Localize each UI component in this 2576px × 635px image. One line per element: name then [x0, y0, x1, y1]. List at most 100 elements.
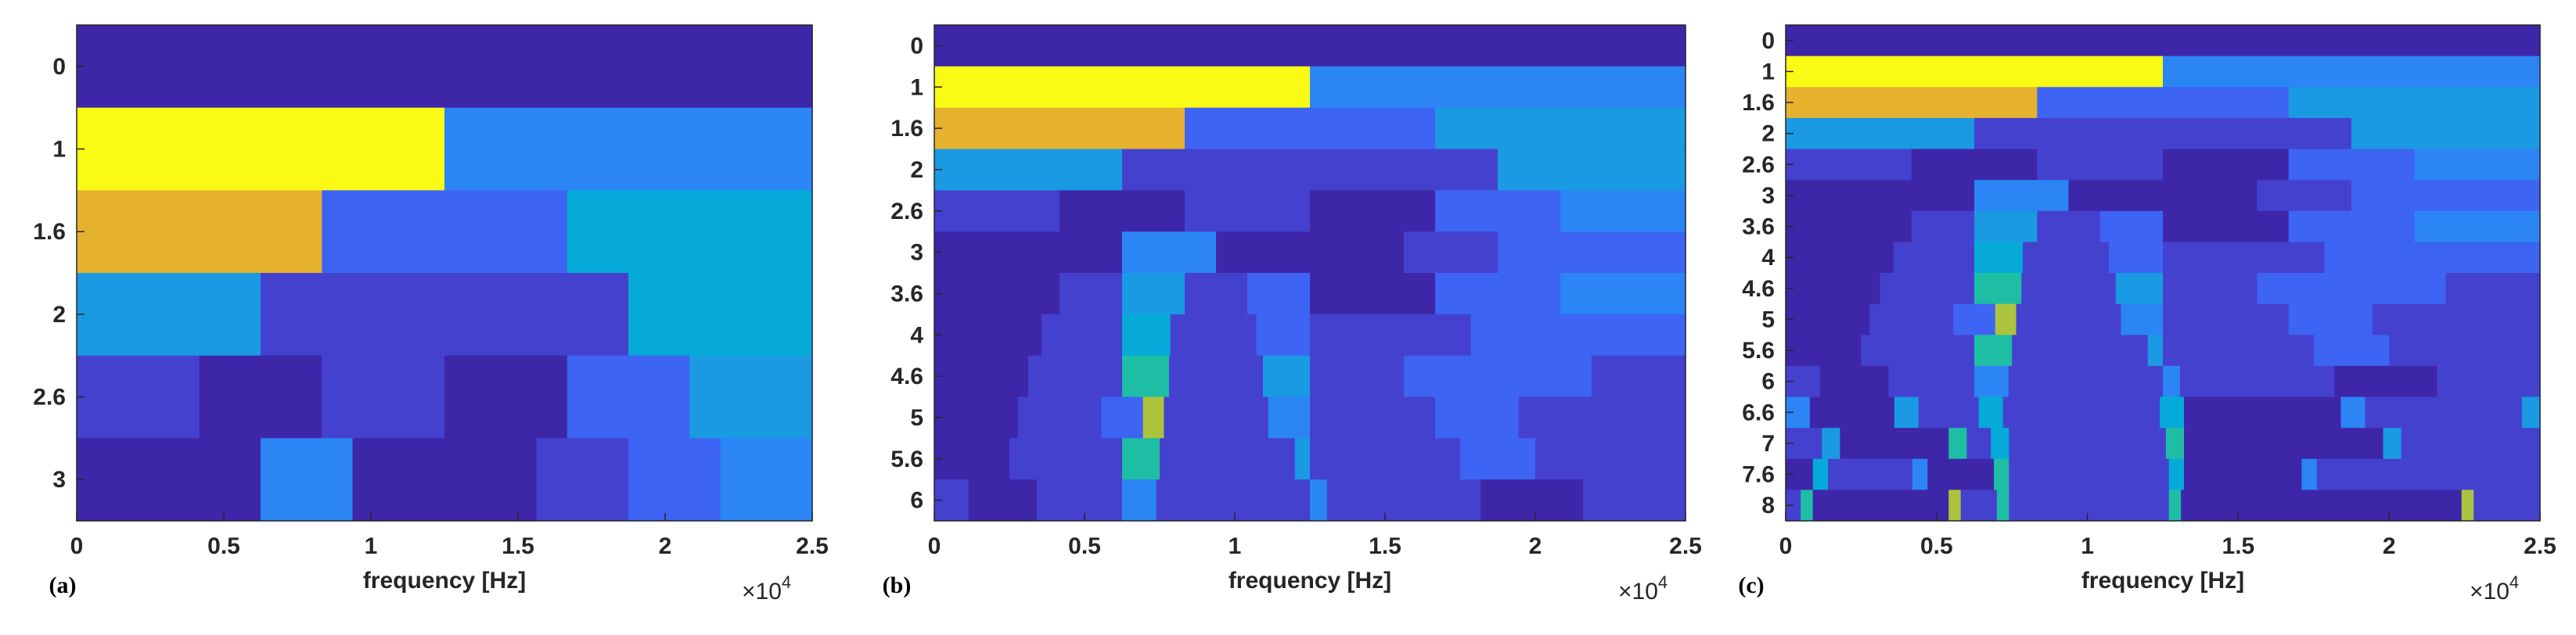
- heatmap-cell: [1912, 458, 1928, 490]
- y-tick-label: 8: [1761, 493, 1775, 518]
- heatmap-cell: [1786, 180, 1881, 212]
- heatmap-cell: [1184, 273, 1248, 315]
- heatmap-cell: [1894, 396, 1919, 429]
- heatmap-cell: [1827, 458, 1913, 490]
- x-tick-label: 1.5: [502, 533, 534, 559]
- heatmap-cell: [2401, 428, 2541, 460]
- y-tick-label: 1: [52, 137, 66, 163]
- heatmap-cell: [1435, 273, 1561, 315]
- heatmap-cell: [2521, 396, 2541, 429]
- heatmap-cell: [1888, 365, 1975, 398]
- heatmap-cell: [1869, 303, 1954, 335]
- heatmap-cell: [2288, 303, 2373, 335]
- heatmap-cell: [567, 355, 690, 439]
- heatmap-cell: [1974, 335, 2013, 367]
- heatmap-cell: [2351, 180, 2447, 212]
- heatmap-cell: [1786, 273, 1881, 305]
- y-tick-label: 3: [52, 467, 66, 493]
- heatmap-cell: [1268, 396, 1311, 439]
- heatmap-cell: [1122, 231, 1217, 274]
- heatmap-cell: [1160, 438, 1296, 480]
- heatmap-cell: [1966, 428, 1991, 460]
- heatmap-cell: [1974, 273, 2022, 305]
- heatmap-cell: [968, 479, 1038, 522]
- heatmap-cell: [2037, 87, 2290, 119]
- heatmap-cell: [1017, 396, 1102, 439]
- heatmap-cell: [1518, 396, 1686, 439]
- y-tick-label: 7: [1761, 431, 1775, 457]
- heatmap-cell: [1142, 396, 1164, 439]
- heatmap-cell: [322, 355, 445, 439]
- heatmap-cell: [2183, 458, 2302, 490]
- heatmap-cell: [1953, 303, 1996, 335]
- x-tick-label: 0.5: [1920, 533, 1953, 559]
- y-tick-label: 0: [1761, 28, 1775, 54]
- y-tick-label: 6.6: [1742, 400, 1775, 425]
- heatmap-cell: [1560, 190, 1686, 232]
- heatmap-cell: [934, 149, 1123, 191]
- heatmap-cell: [536, 438, 629, 522]
- y-tick-label: 4.6: [1742, 276, 1775, 302]
- heatmap-cell: [2365, 396, 2523, 429]
- heatmap-cell: [1786, 25, 2541, 57]
- heatmap-cell: [1028, 231, 1123, 274]
- y-tick-label: 1.6: [890, 116, 923, 142]
- heatmap-cell: [77, 107, 445, 191]
- heatmap-cell: [1801, 490, 1814, 522]
- heatmap-cell: [1216, 231, 1311, 274]
- heatmap-cell: [1310, 273, 1436, 315]
- heatmap-cell: [934, 355, 1029, 398]
- x-tick-label: 2: [1529, 533, 1542, 559]
- heatmap-cell: [1009, 438, 1123, 480]
- heatmap-cell: [1310, 479, 1328, 522]
- heatmap-cell: [1036, 479, 1123, 522]
- heatmap-cell: [1060, 190, 1185, 232]
- heatmap-cell: [77, 355, 200, 439]
- heatmap-cell: [2257, 273, 2447, 305]
- heatmap-cell: [2288, 149, 2415, 181]
- heatmap-panel-a: 0 0.5 1 1.5 2 2.5 0 1 1.6 2 2.6 3 frequency [Hz] (a) ×…: [33, 24, 829, 605]
- heatmap-cell: [1101, 396, 1144, 439]
- heatmap-cell: [1028, 355, 1123, 398]
- y-tick-label: 1: [910, 74, 923, 100]
- heatmap-cell: [2183, 428, 2384, 460]
- heatmap-cell: [1786, 117, 1975, 150]
- heatmap-cell: [1996, 490, 2009, 522]
- heatmap-cell: [2009, 428, 2167, 460]
- heatmap-cell: [1812, 458, 1829, 490]
- heatmap-cell: [2016, 303, 2122, 335]
- x-axis-label: frequency [Hz]: [1229, 568, 1391, 594]
- heatmap-cell: [261, 273, 445, 357]
- heatmap-cell: [2012, 335, 2149, 367]
- heatmap-cell: [1247, 273, 1311, 315]
- heatmap-cell: [2163, 210, 2290, 242]
- heatmap-cell: [1310, 396, 1436, 439]
- heatmap-cell: [2163, 56, 2541, 88]
- heatmap-cell: [1786, 87, 2038, 119]
- heatmap-cell: [2313, 335, 2390, 367]
- heatmap-cell: [1880, 273, 1975, 305]
- heatmap-cell: [1786, 242, 1894, 274]
- heatmap-cell: [2165, 428, 2185, 460]
- heatmap-cell: [2037, 210, 2101, 242]
- heatmap-cell: [1404, 231, 1498, 274]
- y-tick-label: 3: [1761, 183, 1775, 209]
- x-tick-label: 0.5: [207, 533, 240, 559]
- heatmap-cell: [1310, 149, 1498, 191]
- heatmap-cell: [77, 438, 170, 522]
- heatmap-cell: [1326, 479, 1481, 522]
- y-tick-label: 3.6: [1742, 214, 1775, 240]
- y-tick-label: 0: [910, 33, 923, 59]
- heatmap-cell: [1880, 180, 1975, 212]
- heatmap-cell: [1948, 428, 1967, 460]
- heatmap-cell: [2021, 273, 2117, 305]
- heatmap-cell: [1592, 231, 1686, 274]
- heatmap-cell: [1310, 438, 1461, 480]
- y-tick-label: 5: [910, 405, 923, 431]
- heatmap-cell: [628, 438, 721, 522]
- y-tick-label: 7.6: [1742, 462, 1775, 488]
- y-tick-label: 2: [1761, 121, 1775, 147]
- heatmap-panel-b: 0 0.5 1 1.5 2 2.5 0 1 1.6 2 2.6 3 3.6 4 4.6 5 5.6 6 freque…: [883, 24, 1702, 605]
- heatmap-cell: [2316, 458, 2541, 490]
- panel-label: (b): [883, 572, 912, 598]
